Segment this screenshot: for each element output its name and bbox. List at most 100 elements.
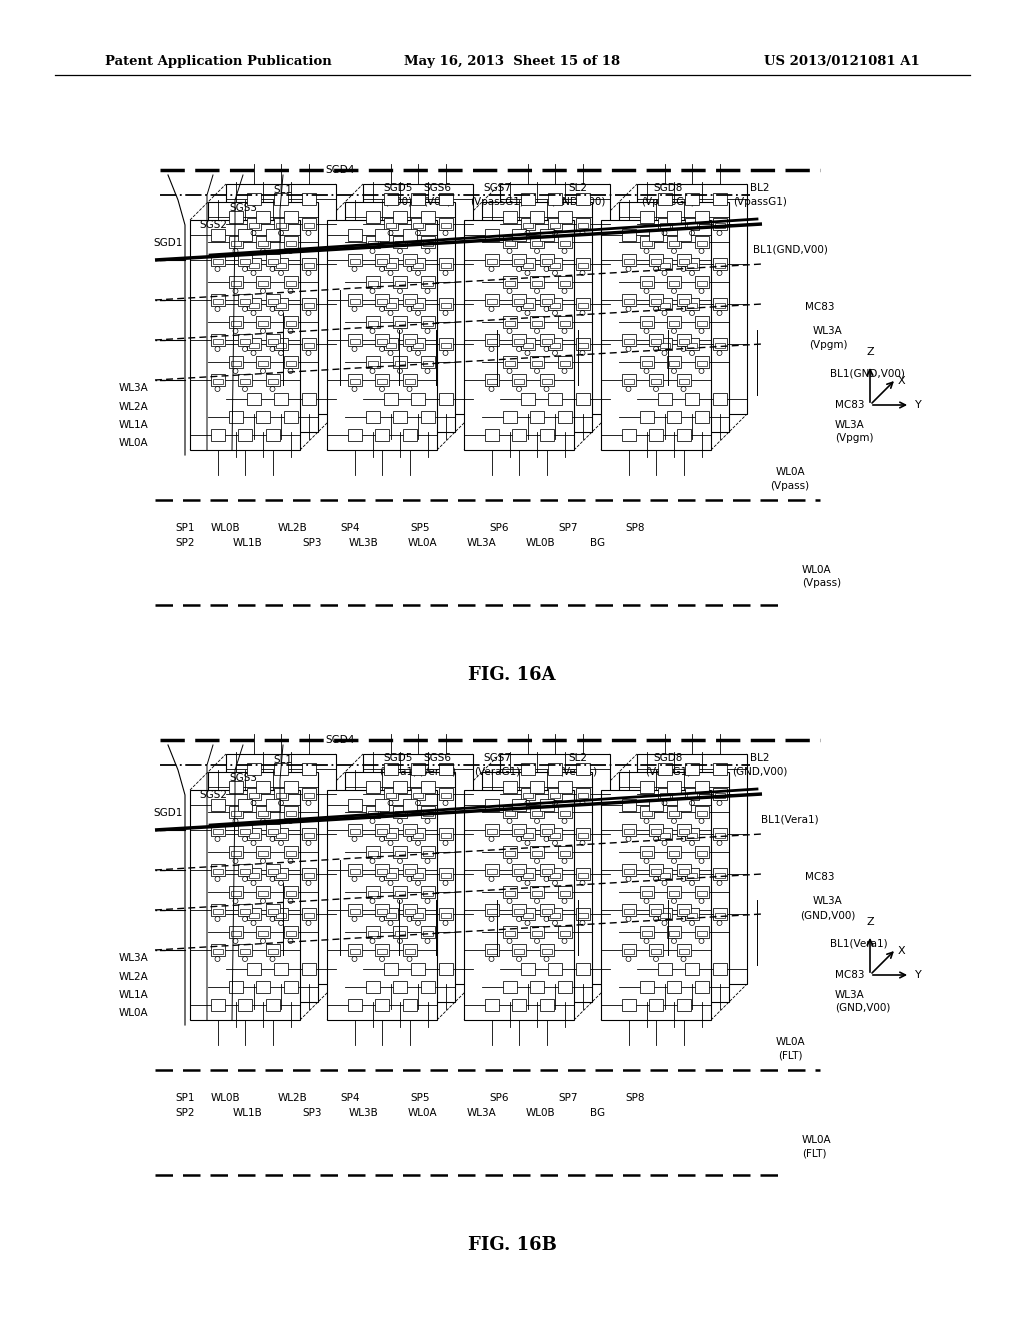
Bar bbox=[575, 298, 590, 310]
Bar bbox=[575, 869, 590, 880]
Bar bbox=[301, 257, 315, 271]
Text: SP8: SP8 bbox=[626, 523, 645, 533]
Bar bbox=[649, 944, 663, 956]
Bar bbox=[713, 908, 726, 920]
Bar bbox=[696, 242, 707, 246]
Bar bbox=[421, 781, 434, 793]
Bar bbox=[402, 904, 417, 916]
Bar bbox=[548, 908, 562, 920]
Bar bbox=[575, 908, 590, 920]
Bar bbox=[578, 263, 588, 268]
Bar bbox=[213, 300, 222, 304]
Bar bbox=[514, 869, 524, 874]
Bar bbox=[411, 257, 425, 271]
Bar bbox=[657, 338, 672, 350]
Bar bbox=[659, 263, 670, 268]
Bar bbox=[685, 908, 699, 920]
Bar bbox=[694, 236, 709, 248]
Bar bbox=[347, 865, 361, 876]
Bar bbox=[413, 793, 423, 799]
Bar bbox=[685, 298, 699, 310]
Bar bbox=[404, 829, 415, 834]
Text: WL0A: WL0A bbox=[119, 438, 148, 447]
Text: WL2A: WL2A bbox=[118, 403, 148, 412]
Bar bbox=[413, 873, 423, 878]
Bar bbox=[669, 360, 679, 366]
Bar bbox=[677, 228, 690, 242]
Bar bbox=[685, 338, 699, 350]
Text: SGD8: SGD8 bbox=[653, 752, 683, 763]
Bar bbox=[258, 931, 268, 936]
Bar bbox=[559, 931, 569, 936]
Bar bbox=[640, 927, 653, 939]
Bar bbox=[438, 338, 453, 350]
Bar bbox=[486, 909, 497, 913]
Bar bbox=[559, 891, 569, 896]
Bar bbox=[559, 242, 569, 246]
Bar bbox=[228, 807, 243, 818]
Bar bbox=[349, 300, 359, 304]
Bar bbox=[542, 259, 552, 264]
Bar bbox=[694, 807, 709, 818]
Bar bbox=[274, 193, 288, 205]
Bar bbox=[393, 886, 407, 898]
Bar bbox=[505, 931, 514, 936]
Bar bbox=[559, 851, 569, 855]
Bar bbox=[349, 379, 359, 384]
Bar bbox=[276, 793, 286, 799]
Bar bbox=[679, 379, 688, 384]
Bar bbox=[557, 211, 571, 223]
Bar bbox=[530, 781, 544, 793]
Bar bbox=[238, 865, 252, 876]
Bar bbox=[265, 904, 280, 916]
Bar bbox=[411, 908, 425, 920]
Bar bbox=[366, 886, 380, 898]
Bar bbox=[265, 294, 280, 306]
Bar bbox=[484, 374, 499, 385]
Bar bbox=[284, 211, 298, 223]
Text: WL3A: WL3A bbox=[467, 1107, 497, 1118]
Bar bbox=[211, 228, 224, 242]
Bar bbox=[402, 944, 417, 956]
Text: (Vpass): (Vpass) bbox=[802, 578, 841, 587]
Bar bbox=[393, 846, 407, 858]
Bar bbox=[550, 304, 560, 308]
Bar bbox=[375, 944, 389, 956]
Bar bbox=[532, 281, 542, 286]
Bar bbox=[512, 228, 526, 242]
Bar bbox=[240, 869, 250, 874]
Bar bbox=[256, 276, 270, 288]
Bar bbox=[657, 763, 672, 775]
Text: X: X bbox=[898, 946, 905, 956]
Bar bbox=[265, 824, 280, 836]
Bar bbox=[440, 343, 451, 348]
Bar bbox=[286, 360, 296, 366]
Bar bbox=[640, 356, 653, 368]
Bar bbox=[393, 315, 407, 327]
Bar bbox=[284, 807, 298, 818]
Text: SGS7: SGS7 bbox=[483, 183, 511, 193]
Bar bbox=[669, 810, 679, 816]
Bar bbox=[377, 259, 387, 264]
Bar bbox=[402, 865, 417, 876]
Bar bbox=[641, 281, 651, 286]
Bar bbox=[240, 379, 250, 384]
Bar bbox=[624, 259, 634, 264]
Bar bbox=[649, 824, 663, 836]
Bar bbox=[230, 851, 241, 855]
Bar bbox=[384, 393, 397, 405]
Bar bbox=[238, 253, 252, 267]
Bar bbox=[303, 304, 313, 308]
Bar bbox=[575, 257, 590, 271]
Bar bbox=[548, 788, 562, 800]
Text: SGS7: SGS7 bbox=[483, 752, 511, 763]
Bar bbox=[438, 908, 453, 920]
Bar bbox=[301, 763, 315, 775]
Bar bbox=[514, 339, 524, 345]
Bar bbox=[679, 300, 688, 304]
Bar bbox=[696, 281, 707, 286]
Bar bbox=[375, 294, 389, 306]
Bar bbox=[667, 927, 681, 939]
Bar bbox=[557, 981, 571, 993]
Bar bbox=[715, 833, 725, 838]
